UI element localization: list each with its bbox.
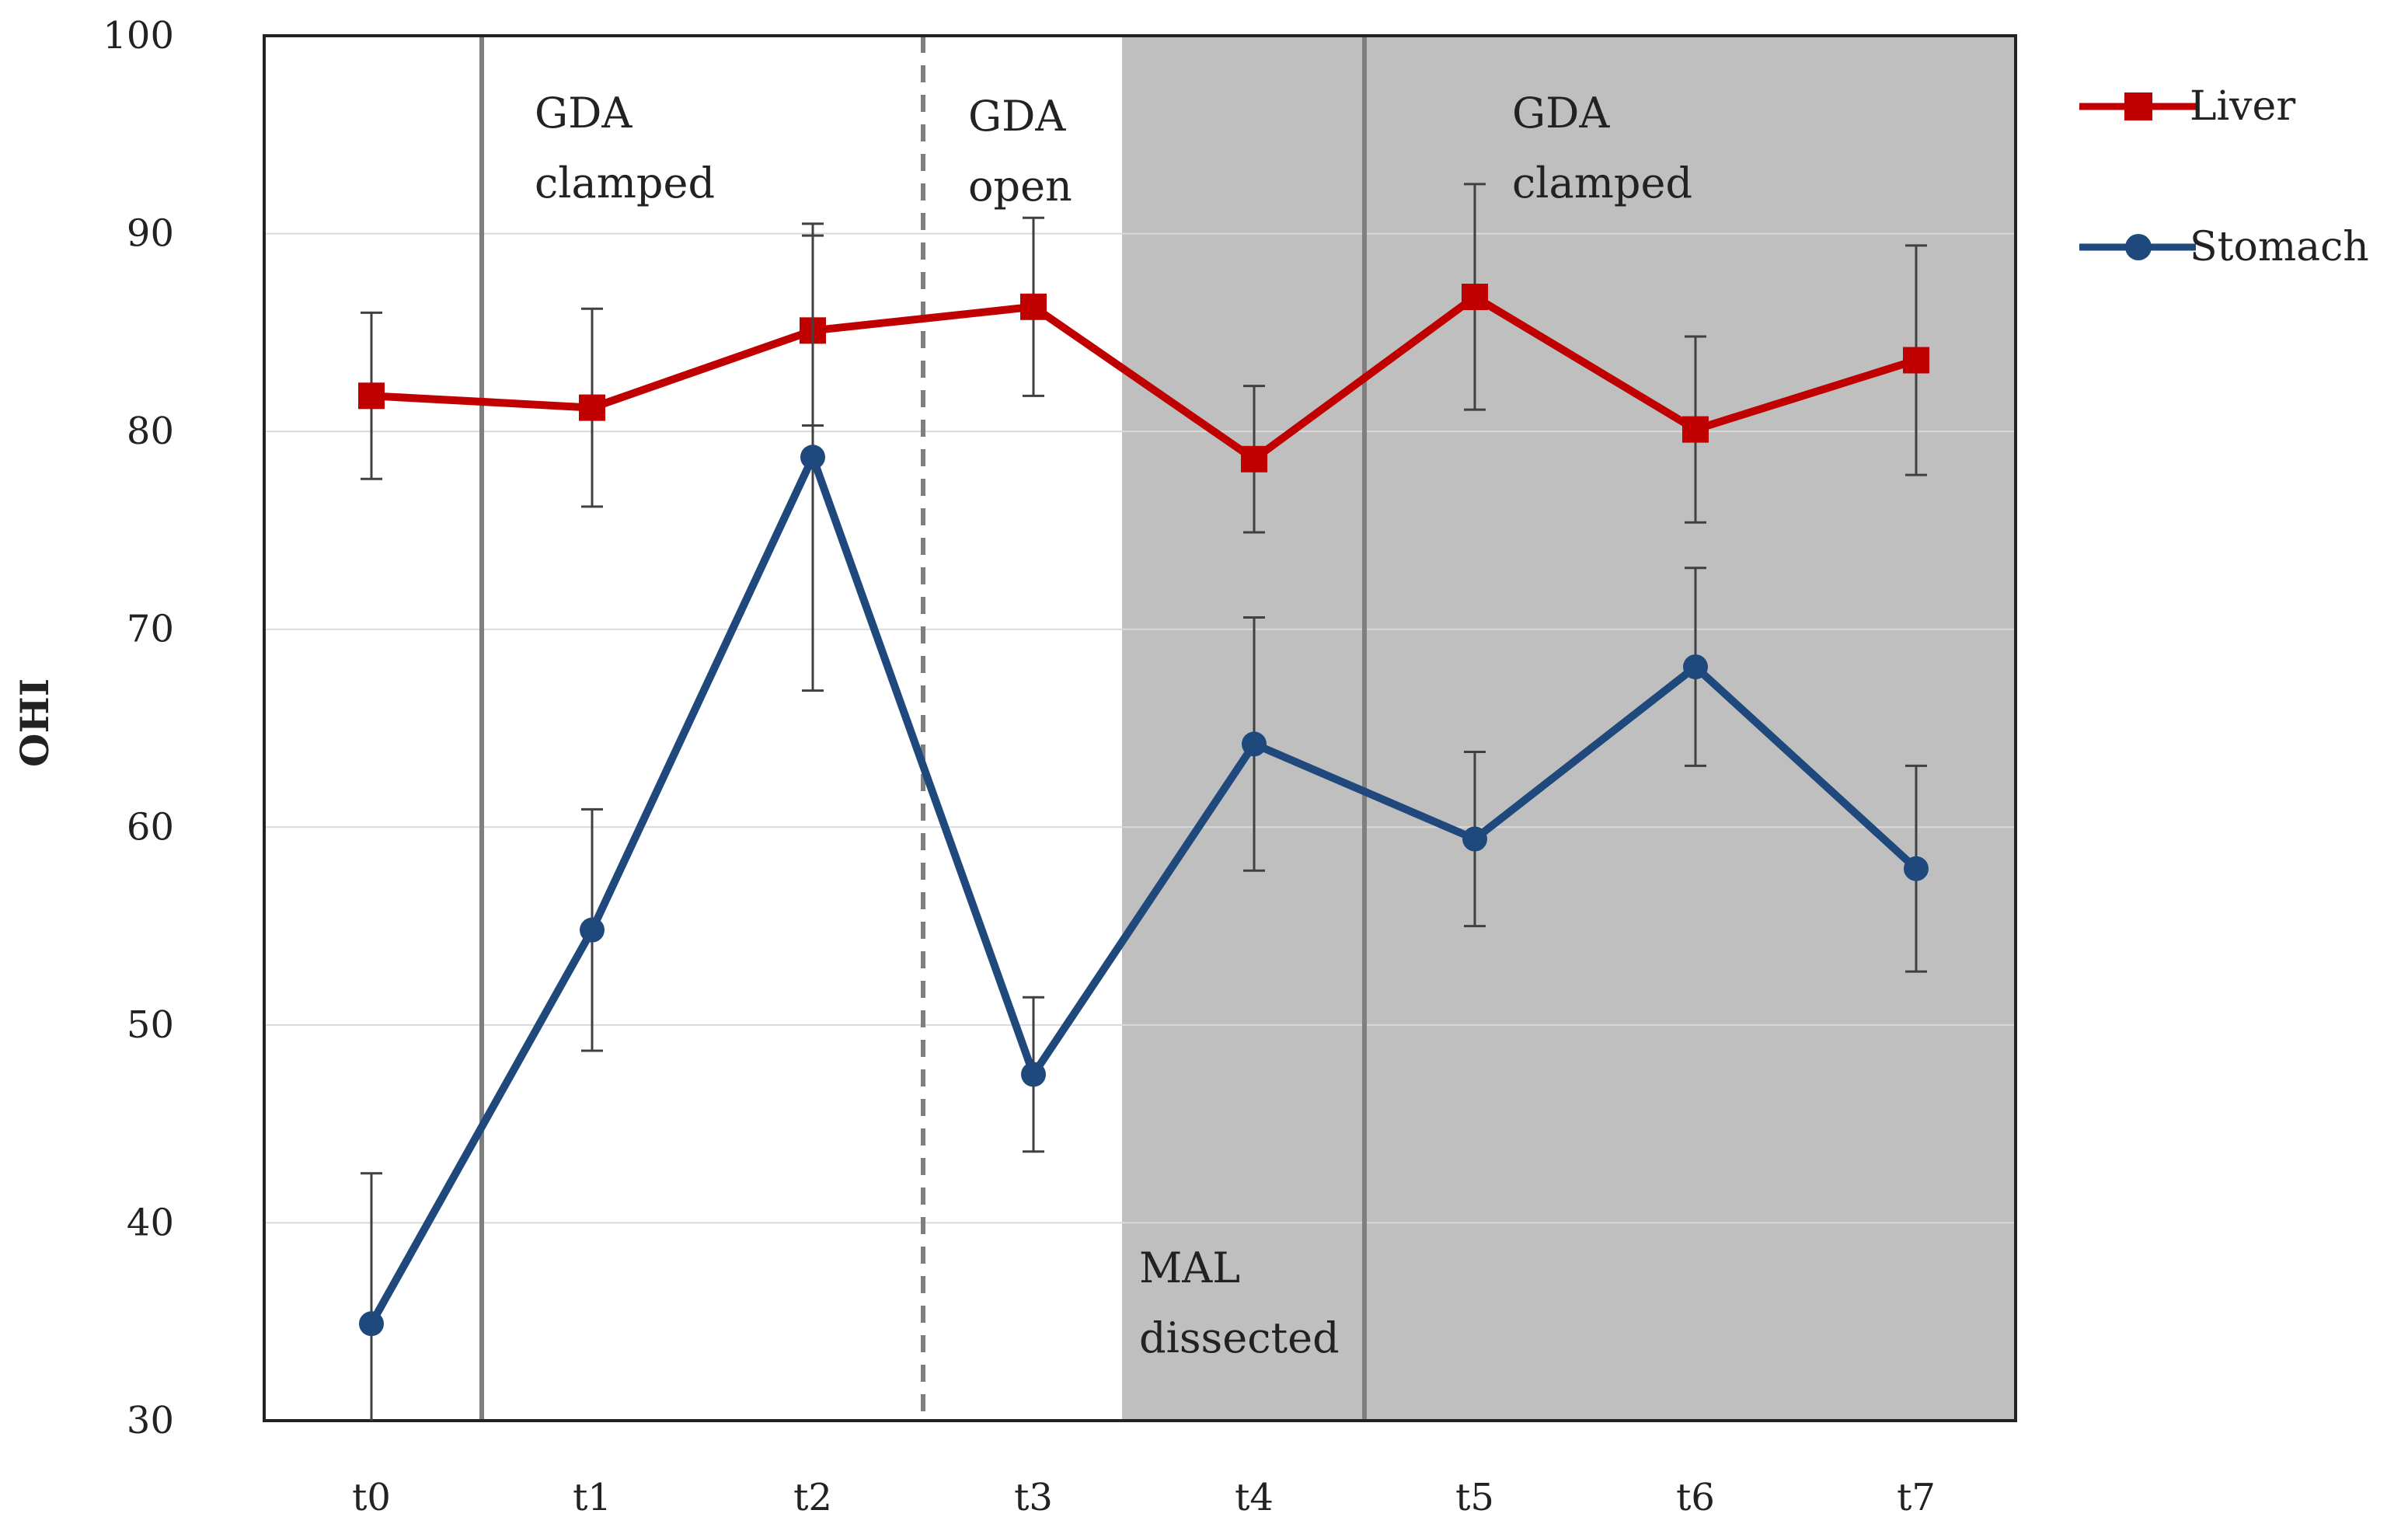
x-tick-t3: t3 <box>1014 1476 1053 1519</box>
stomach-point-t6 <box>1683 654 1708 680</box>
liver-point-t1 <box>579 394 605 421</box>
annotation-clamped-2-line1: GDA <box>1512 89 1610 138</box>
y-tick-60: 60 <box>127 805 174 849</box>
stomach-point-t5 <box>1462 826 1487 852</box>
stomach-point-t0 <box>359 1311 384 1337</box>
annotation-gda-clamped-1: GDA clamped <box>535 89 715 208</box>
x-tick-t1: t1 <box>573 1476 612 1519</box>
x-tick-t5: t5 <box>1455 1476 1494 1519</box>
stomach-point-t7 <box>1904 856 1929 881</box>
liver-line <box>368 293 1920 463</box>
stomach-line <box>368 453 1920 1328</box>
legend-item-stomach: Stomach <box>2079 224 2369 270</box>
annotation-clamped-2-line2: clamped <box>1512 159 1692 208</box>
liver-point-t3 <box>1020 293 1047 320</box>
y-tick-100: 100 <box>103 14 174 58</box>
x-tick-t0: t0 <box>352 1476 391 1519</box>
annotation-open-line1: GDA <box>968 92 1066 141</box>
liver-point-t4 <box>1241 445 1267 473</box>
annotation-mal-dissected: MAL dissected <box>1139 1243 1340 1362</box>
series-layer <box>358 183 1929 1421</box>
legend: Liver Stomach <box>2079 83 2369 270</box>
legend-stomach-label: Stomach <box>2190 224 2369 270</box>
legend-liver-marker <box>2124 92 2152 120</box>
plot-frame <box>263 34 2017 1422</box>
liver-point-t5 <box>1462 284 1488 311</box>
liver-point-t0 <box>358 382 385 410</box>
stomach-point-t1 <box>580 917 605 943</box>
x-tick-t4: t4 <box>1235 1476 1274 1519</box>
annotation-clamped-1-line2: clamped <box>535 159 715 208</box>
event-lines <box>479 36 1367 1421</box>
legend-liver-label: Liver <box>2190 83 2295 130</box>
series-stomach <box>359 222 1929 1421</box>
annotation-gda-clamped-2: GDA clamped <box>1512 89 1692 208</box>
x-tick-labels: t0 t1 t2 t3 t4 t5 t6 t7 <box>352 1476 1936 1519</box>
annotation-clamped-1-line1: GDA <box>535 89 632 138</box>
annotation-mal-line1: MAL <box>1139 1243 1240 1292</box>
y-tick-80: 80 <box>127 410 174 453</box>
stomach-point-t3 <box>1021 1062 1046 1087</box>
series-liver <box>358 183 1929 534</box>
stomach-point-t4 <box>1242 731 1267 757</box>
legend-item-liver: Liver <box>2079 83 2295 130</box>
x-tick-t2: t2 <box>793 1476 832 1519</box>
y-tick-30: 30 <box>127 1399 174 1442</box>
liver-point-t7 <box>1903 347 1929 374</box>
annotation-mal-line2: dissected <box>1139 1313 1340 1362</box>
gridlines <box>264 232 2016 1224</box>
annotation-gda-open: GDA open <box>968 92 1072 211</box>
stomach-point-t2 <box>800 445 825 470</box>
x-tick-t6: t6 <box>1676 1476 1715 1519</box>
shaded-region-mal-dissected <box>1122 36 2016 1421</box>
annotation-open-line2: open <box>968 162 1072 211</box>
y-axis-title: OHI <box>12 678 57 767</box>
liver-point-t6 <box>1682 416 1709 443</box>
y-tick-50: 50 <box>127 1003 174 1047</box>
legend-stomach-marker <box>2125 234 2152 260</box>
y-tick-90: 90 <box>127 212 174 256</box>
y-tick-70: 70 <box>127 608 174 651</box>
y-tick-labels: 30 40 50 60 70 80 90 100 <box>103 14 174 1442</box>
x-tick-t7: t7 <box>1897 1476 1936 1519</box>
y-tick-40: 40 <box>127 1201 174 1244</box>
